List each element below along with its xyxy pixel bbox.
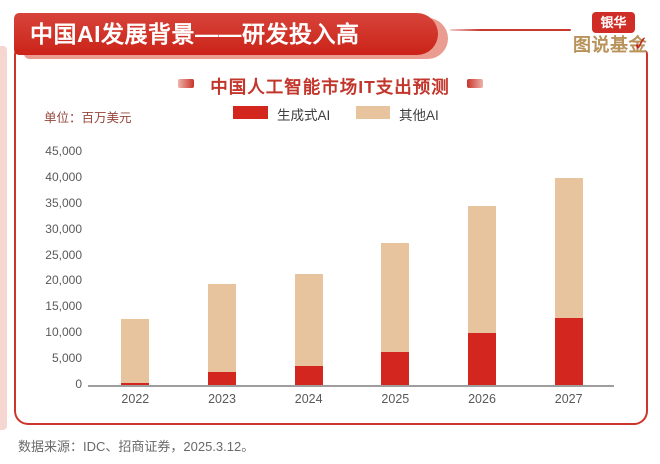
bar-segment-2023 bbox=[208, 372, 236, 385]
bar-segment-2025 bbox=[381, 352, 410, 385]
title-dash-icon bbox=[467, 79, 483, 88]
y-axis-tick-label: 35,000 bbox=[45, 195, 82, 210]
bar-segment-2024 bbox=[294, 273, 323, 366]
bar-segment-2022 bbox=[121, 318, 150, 383]
x-axis-tick-label: 2024 bbox=[294, 392, 323, 406]
header-divider-line bbox=[450, 29, 571, 31]
data-source-note: 数据来源：IDC、招商证券，2025.3.12。 bbox=[18, 439, 255, 454]
y-axis-tick-label: 10,000 bbox=[45, 325, 82, 340]
legend-swatch-other-ai bbox=[356, 106, 390, 119]
x-axis-tick-label: 2025 bbox=[381, 392, 410, 406]
x-axis-tick-label: 2026 bbox=[468, 392, 496, 406]
y-axis-tick-label: 20,000 bbox=[45, 273, 82, 288]
legend-swatch-generative-ai bbox=[233, 106, 268, 119]
y-axis-tick-label: 30,000 bbox=[45, 221, 82, 236]
chart-card bbox=[14, 50, 648, 425]
bar-segment-2026 bbox=[468, 333, 496, 385]
bar-segment-2022 bbox=[121, 382, 150, 385]
y-axis-tick-label: 5,000 bbox=[51, 351, 82, 366]
y-axis-tick-label: 25,000 bbox=[45, 247, 82, 262]
y-axis-tick-label: 40,000 bbox=[45, 169, 82, 184]
legend-label-generative-ai: 生成式AI bbox=[277, 108, 331, 123]
bar-segment-2027 bbox=[554, 317, 583, 385]
title-dash-icon bbox=[178, 79, 194, 88]
bar-segment-2024 bbox=[294, 365, 323, 385]
x-axis-line bbox=[88, 385, 614, 387]
x-axis-tick-label: 2027 bbox=[554, 392, 583, 406]
y-axis-tick-label: 45,000 bbox=[45, 144, 82, 158]
bar-segment-2027 bbox=[554, 177, 583, 318]
y-axis-tick-label: 0 bbox=[75, 377, 82, 391]
y-axis-tick-label: 15,000 bbox=[45, 299, 82, 314]
left-accent-strip bbox=[0, 46, 7, 430]
legend-label-other-ai: 其他AI bbox=[399, 108, 439, 123]
x-axis-tick-label: 2023 bbox=[208, 392, 236, 406]
page-title: 中国AI发展背景——研发投入高 bbox=[14, 13, 438, 55]
x-axis-tick-label: 2022 bbox=[121, 392, 150, 406]
bar-segment-2023 bbox=[208, 284, 236, 373]
bar-segment-2025 bbox=[381, 242, 410, 353]
chart-title: 中国人工智能市场IT支出预测 bbox=[210, 77, 450, 97]
unit-label: 单位：百万美元 bbox=[44, 111, 132, 125]
checkmark-icon: ✓ bbox=[631, 33, 650, 56]
bar-segment-2026 bbox=[468, 206, 496, 334]
brand-series-logo: 图说基金 bbox=[573, 35, 647, 55]
brand-logo: 银华 bbox=[592, 12, 635, 33]
